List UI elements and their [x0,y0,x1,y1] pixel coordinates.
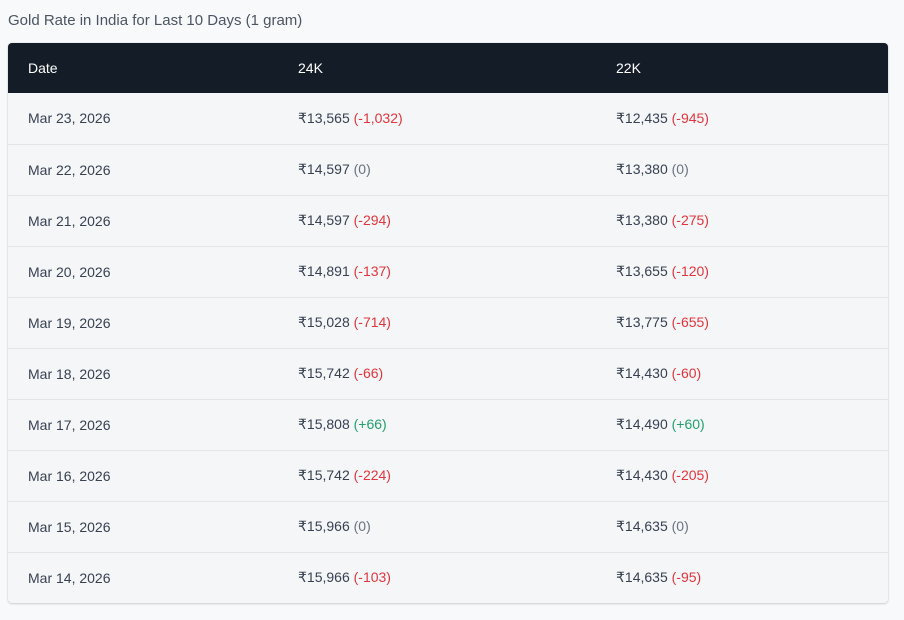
rate-24k-cell: ₹14,597 (0) [278,143,596,195]
rate-22k-cell: ₹14,635 (-95) [596,551,888,603]
price-24k: ₹15,966 [298,569,350,586]
table-row: Mar 20, 2026 ₹14,891 (-137) ₹13,655 (-120) [8,245,888,297]
date-cell: Mar 20, 2026 [8,245,278,297]
price-22k: ₹14,635 [616,518,668,534]
change-22k: (-275) [671,212,709,228]
change-24k: (0) [353,161,371,177]
price-22k: ₹13,380 [616,212,668,228]
rate-22k-cell: ₹13,380 (-275) [596,194,888,246]
price-22k: ₹13,655 [616,263,668,279]
change-22k: (0) [671,161,689,177]
price-22k: ₹14,490 [616,416,668,432]
date-cell: Mar 22, 2026 [8,143,278,195]
column-header-24k: 24K [298,60,323,76]
date-cell: Mar 18, 2026 [8,347,278,399]
price-22k: ₹13,775 [616,314,668,330]
price-24k: ₹14,597 [298,212,350,228]
rate-24k-cell: ₹15,742 (-224) [278,449,596,501]
rate-22k-cell: ₹14,430 (-205) [596,449,888,501]
table-header: Date 24K 22K [8,43,888,93]
table-caption: Gold Rate in India for Last 10 Days (1 g… [8,12,303,29]
rate-22k-cell: ₹14,490 (+60) [596,398,888,450]
change-24k: (-137) [353,263,391,279]
change-22k: (-120) [671,263,709,279]
table-row: Mar 15, 2026 ₹15,966 (0) ₹14,635 (0) [8,500,888,552]
rate-22k-cell: ₹14,430 (-60) [596,347,888,399]
change-24k: (+66) [353,416,387,432]
price-22k: ₹13,380 [616,161,668,177]
price-22k: ₹12,435 [616,109,668,126]
date-cell: Mar 16, 2026 [8,449,278,501]
price-22k: ₹14,430 [616,365,668,381]
rate-24k-cell: ₹14,891 (-137) [278,245,596,297]
table-row: Mar 14, 2026 ₹15,966 (-103) ₹14,635 (-95) [8,551,888,603]
change-24k: (0) [353,518,371,534]
rate-24k-cell: ₹15,966 (-103) [278,551,596,603]
table-row: Mar 17, 2026 ₹15,808 (+66) ₹14,490 (+60) [8,398,888,450]
change-24k: (-103) [353,569,391,586]
change-24k: (-1,032) [353,109,403,126]
rate-24k-cell: ₹15,808 (+66) [278,398,596,450]
price-24k: ₹13,565 [298,109,350,126]
change-22k: (-95) [671,569,702,586]
price-24k: ₹15,808 [298,416,350,432]
table-row: Mar 16, 2026 ₹15,742 (-224) ₹14,430 (-205) [8,449,888,501]
column-header-22k: 22K [616,60,641,76]
column-header-date: Date [28,60,58,76]
rate-24k-cell: ₹15,742 (-66) [278,347,596,399]
price-22k: ₹14,430 [616,467,668,483]
change-24k: (-714) [353,314,391,330]
rate-22k-cell: ₹13,655 (-120) [596,245,888,297]
rate-24k-cell: ₹14,597 (-294) [278,194,596,246]
price-24k: ₹15,742 [298,467,350,483]
date-cell: Mar 14, 2026 [8,551,278,603]
table-row: Mar 21, 2026 ₹14,597 (-294) ₹13,380 (-275) [8,194,888,246]
change-24k: (-294) [353,212,391,228]
rate-24k-cell: ₹15,966 (0) [278,500,596,552]
table-body: Mar 23, 2026 ₹13,565 (-1,032) ₹12,435 (-94… [8,93,888,603]
price-22k: ₹14,635 [616,569,668,586]
table-row: Mar 19, 2026 ₹15,028 (-714) ₹13,775 (-655) [8,296,888,348]
change-22k: (-945) [671,109,709,126]
date-cell: Mar 21, 2026 [8,194,278,246]
change-22k: (0) [671,518,689,534]
table-row: Mar 22, 2026 ₹14,597 (0) ₹13,380 (0) [8,143,888,195]
change-22k: (-60) [671,365,702,381]
change-24k: (-224) [353,467,391,483]
gold-rate-table: Date 24K 22K Mar 23, 2026 ₹13,565 (-1,032… [8,43,888,603]
date-cell: Mar 19, 2026 [8,296,278,348]
change-24k: (-66) [353,365,384,381]
rate-22k-cell: ₹14,635 (0) [596,500,888,552]
rate-22k-cell: ₹12,435 (-945) [596,93,888,144]
price-24k: ₹14,597 [298,161,350,177]
rate-24k-cell: ₹13,565 (-1,032) [278,93,596,144]
rate-24k-cell: ₹15,028 (-714) [278,296,596,348]
date-cell: Mar 23, 2026 [28,110,111,127]
table-row: Mar 23, 2026 ₹13,565 (-1,032) ₹12,435 (-94… [8,93,888,144]
date-cell: Mar 15, 2026 [8,500,278,552]
change-22k: (-205) [671,467,709,483]
price-24k: ₹15,966 [298,518,350,534]
price-24k: ₹14,891 [298,263,350,279]
rate-22k-cell: ₹13,380 (0) [596,143,888,195]
rate-22k-cell: ₹13,775 (-655) [596,296,888,348]
table-row: Mar 18, 2026 ₹15,742 (-66) ₹14,430 (-60) [8,347,888,399]
change-22k: (-655) [671,314,709,330]
price-24k: ₹15,742 [298,365,350,381]
price-24k: ₹15,028 [298,314,350,330]
change-22k: (+60) [671,416,705,432]
date-cell: Mar 17, 2026 [8,398,278,450]
